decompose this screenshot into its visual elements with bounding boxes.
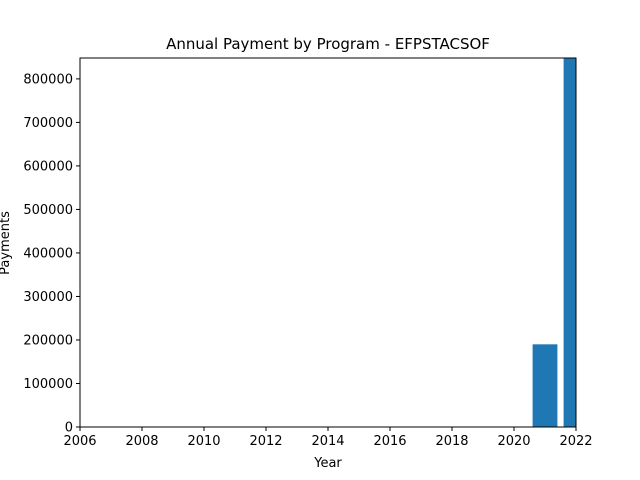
x-tick-label: 2012 xyxy=(249,434,282,449)
y-tick-label: 100000 xyxy=(23,377,73,392)
x-tick-label: 2014 xyxy=(311,434,344,449)
chart-title: Annual Payment by Program - EFPSTACSOF xyxy=(166,35,490,53)
y-axis-ticks: 0 100000 200000 300000 400000 500000 600000 700… xyxy=(23,72,80,436)
y-tick-label: 600000 xyxy=(23,159,73,174)
x-tick-label: 2010 xyxy=(187,434,220,449)
y-tick-label: 300000 xyxy=(23,290,73,305)
plot-frame xyxy=(79,57,577,428)
y-tick-label: 800000 xyxy=(23,72,73,87)
x-tick-label: 2016 xyxy=(373,434,406,449)
y-tick-label: 0 xyxy=(65,421,73,436)
y-axis-label: Payments xyxy=(0,211,13,275)
x-tick-label: 2018 xyxy=(435,434,468,449)
y-tick-label: 200000 xyxy=(23,333,73,348)
x-tick-label: 2008 xyxy=(125,434,158,449)
x-tick-label: 2006 xyxy=(63,434,96,449)
x-axis-ticks: 2006 2008 2010 2012 2014 2016 2018 2020 2022 xyxy=(63,427,593,449)
x-axis-label: Year xyxy=(313,456,342,471)
bar-2022 xyxy=(563,58,576,427)
bar-group xyxy=(532,58,576,427)
bar-2021 xyxy=(532,344,558,427)
y-tick-label: 400000 xyxy=(23,246,73,261)
x-tick-label: 2022 xyxy=(559,434,592,449)
y-tick-label: 500000 xyxy=(23,203,73,218)
x-tick-label: 2020 xyxy=(497,434,530,449)
y-tick-label: 700000 xyxy=(23,116,73,131)
